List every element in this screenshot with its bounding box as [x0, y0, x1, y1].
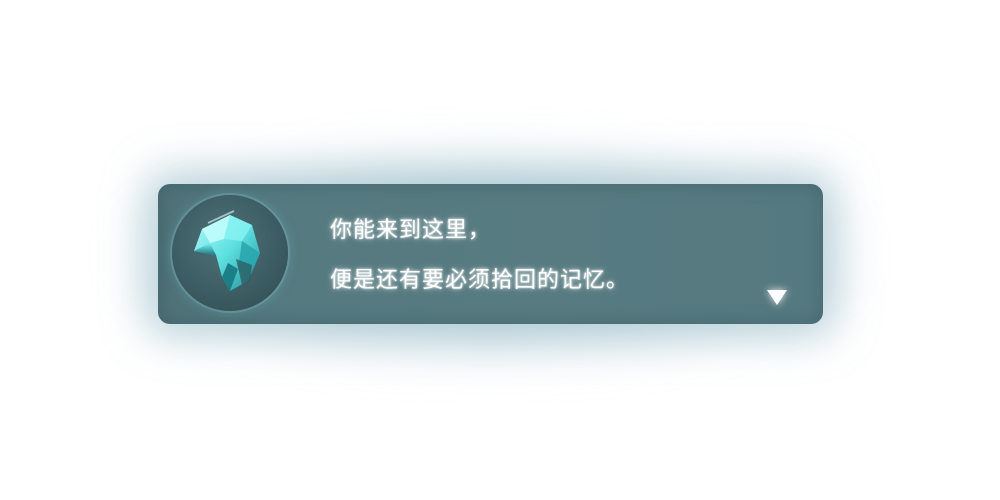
speaker-portrait: [172, 195, 288, 311]
crystal-portrait-icon: [194, 210, 260, 291]
triangle-down-icon: [767, 290, 787, 305]
dialog-line-2: 便是还有要必须拾回的记忆。: [330, 268, 630, 293]
dialog-box[interactable]: 你能来到这里， 便是还有要必须拾回的记忆。: [158, 184, 823, 324]
next-dialog-button[interactable]: [766, 288, 788, 306]
dialog-line-1: 你能来到这里，: [330, 218, 492, 243]
